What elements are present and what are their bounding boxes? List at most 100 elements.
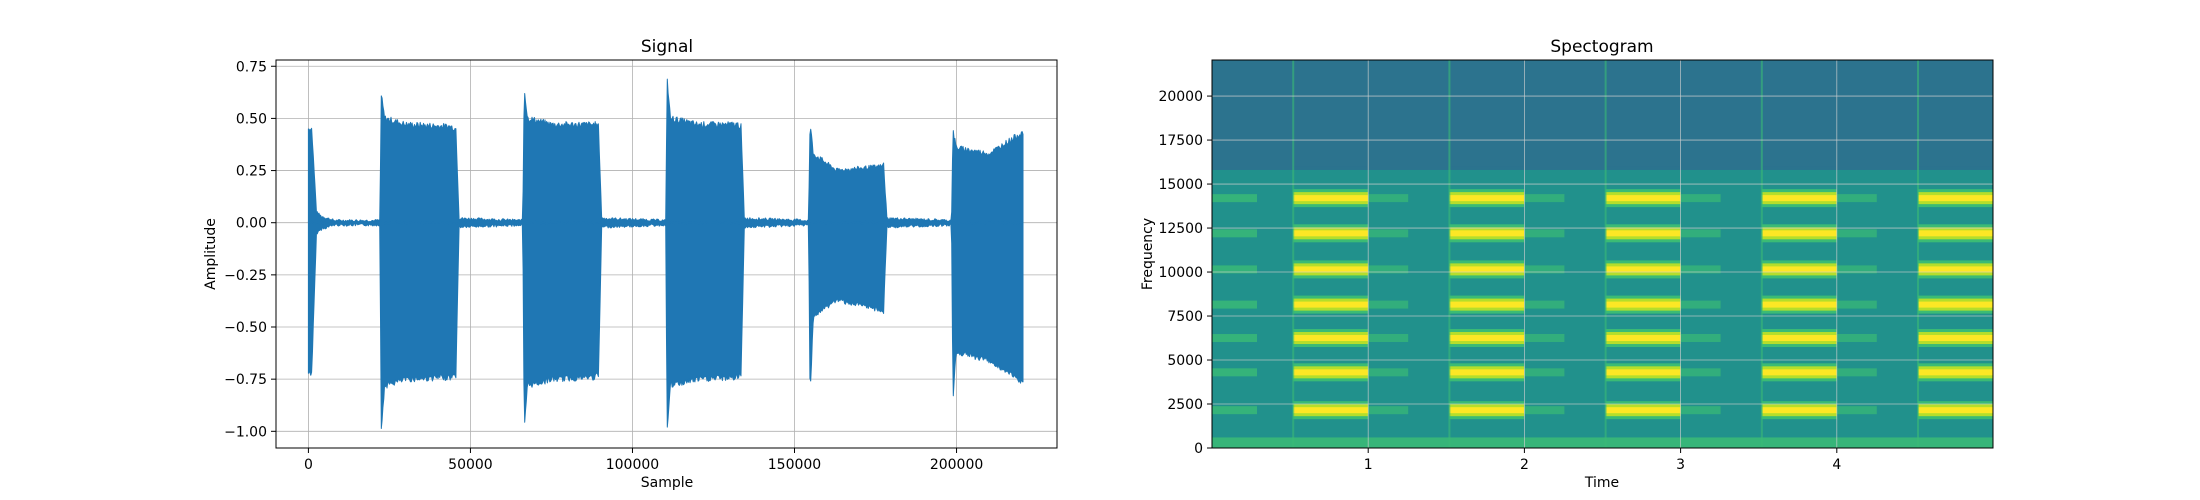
spectrogram-initial-harmonic bbox=[1212, 406, 1257, 415]
spectrogram-y-tick-label: 17500 bbox=[1158, 133, 1203, 149]
spectrogram-decay-tail bbox=[1524, 406, 1565, 415]
spectrogram-harmonic-peak bbox=[1293, 195, 1369, 202]
spectrogram-harmonic-peak bbox=[1605, 369, 1681, 376]
spectrogram-harmonic-peak bbox=[1449, 301, 1525, 308]
spectrogram-decay-tail bbox=[1836, 334, 1877, 343]
spectrogram-decay-tail bbox=[1680, 229, 1721, 238]
spectrogram-harmonic-peak bbox=[1293, 266, 1369, 273]
spectrogram-initial-harmonic bbox=[1212, 334, 1257, 343]
spectrogram-onset-line bbox=[1760, 60, 1763, 448]
spectrogram-harmonic-peak bbox=[1761, 230, 1837, 237]
signal-y-tick-label: −0.75 bbox=[224, 372, 267, 388]
spectrogram-decay-tail bbox=[1524, 265, 1565, 274]
spectrogram-decay-tail bbox=[1680, 406, 1721, 415]
spectrogram-decay-tail bbox=[1368, 194, 1409, 203]
spectrogram-harmonic-peak bbox=[1449, 195, 1525, 202]
spectrogram-initial-harmonic bbox=[1212, 368, 1257, 377]
signal-x-tick-label: 50000 bbox=[448, 457, 493, 473]
spectrogram-harmonic-peak bbox=[1605, 301, 1681, 308]
spectrogram-chart: Spectogram 1 2 3 4 0 2500 5000 7500 10000 12500 1… bbox=[1140, 37, 1994, 491]
spectrogram-x-tick-label: 4 bbox=[1832, 457, 1841, 473]
spectrogram-harmonic-peak bbox=[1293, 230, 1369, 237]
spectrogram-initial-harmonic bbox=[1212, 194, 1257, 203]
spectrogram-harmonic-peak bbox=[1918, 195, 1993, 202]
spectrogram-harmonic-peak bbox=[1918, 335, 1993, 342]
spectrogram-harmonic-peak bbox=[1449, 369, 1525, 376]
spectrogram-decay-tail bbox=[1836, 368, 1877, 377]
spectrogram-y-tick-label: 5000 bbox=[1167, 353, 1203, 369]
spectrogram-harmonic-peak bbox=[1449, 230, 1525, 237]
spectrogram-x-tick-label: 3 bbox=[1676, 457, 1685, 473]
spectrogram-decay-tail bbox=[1680, 300, 1721, 309]
signal-y-tick-label: −1.00 bbox=[224, 424, 267, 440]
spectrogram-onset-line bbox=[1448, 60, 1451, 448]
spectrogram-initial-harmonic bbox=[1212, 229, 1257, 238]
spectrogram-decay-tail bbox=[1680, 334, 1721, 343]
signal-ylabel: Amplitude bbox=[203, 218, 219, 290]
signal-chart: Signal 0 50000 100000 150000 200000 −1.00 −0.… bbox=[203, 37, 1058, 491]
signal-y-tick-label: 0.00 bbox=[236, 216, 267, 232]
spectrogram-decay-tail bbox=[1524, 334, 1565, 343]
signal-x-ticks: 0 50000 100000 150000 200000 bbox=[304, 448, 983, 473]
spectrogram-harmonic-peak bbox=[1293, 301, 1369, 308]
spectrogram-harmonic-peak bbox=[1918, 266, 1993, 273]
spectrogram-harmonic-peak bbox=[1761, 301, 1837, 308]
spectrogram-x-ticks: 1 2 3 4 bbox=[1364, 448, 1841, 473]
spectrogram-grid bbox=[1212, 60, 1993, 449]
spectrogram-axes-frame bbox=[1211, 59, 1994, 449]
signal-x-tick-label: 0 bbox=[304, 457, 313, 473]
signal-waveform bbox=[307, 78, 1024, 429]
spectrogram-harmonic-peak bbox=[1605, 335, 1681, 342]
signal-y-tick-label: 0.75 bbox=[236, 59, 267, 75]
spectrogram-decay-tail bbox=[1368, 300, 1409, 309]
spectrogram-y-tick-label: 20000 bbox=[1158, 89, 1203, 105]
spectrogram-y-tick-label: 15000 bbox=[1158, 177, 1203, 193]
signal-title: Signal bbox=[641, 37, 693, 57]
signal-y-ticks: −1.00 −0.75 −0.50 −0.25 0.00 0.25 0.50 0.75 bbox=[224, 59, 276, 440]
spectrogram-harmonic-peak bbox=[1605, 230, 1681, 237]
spectrogram-harmonic-peak bbox=[1761, 407, 1837, 414]
signal-xlabel: Sample bbox=[641, 475, 694, 491]
spectrogram-onset-line bbox=[1604, 60, 1607, 448]
spectrogram-harmonic-peak bbox=[1761, 369, 1837, 376]
signal-x-tick-label: 150000 bbox=[768, 457, 821, 473]
spectrogram-decay-tail bbox=[1836, 194, 1877, 203]
signal-x-tick-label: 100000 bbox=[606, 457, 659, 473]
spectrogram-decay-tail bbox=[1368, 265, 1409, 274]
spectrogram-harmonic-peak bbox=[1605, 195, 1681, 202]
spectrogram-harmonic-peak bbox=[1761, 195, 1837, 202]
signal-x-tick-label: 200000 bbox=[930, 457, 983, 473]
spectrogram-ylabel: Frequency bbox=[1140, 218, 1156, 290]
spectrogram-onset-line bbox=[1292, 60, 1295, 448]
spectrogram-decay-tail bbox=[1524, 368, 1565, 377]
spectrogram-decay-tail bbox=[1836, 229, 1877, 238]
spectrogram-heatmap bbox=[1212, 60, 1993, 448]
spectrogram-decay-tail bbox=[1680, 194, 1721, 203]
spectrogram-decay-tail bbox=[1524, 300, 1565, 309]
spectrogram-decay-tail bbox=[1368, 334, 1409, 343]
signal-y-tick-label: 0.25 bbox=[236, 164, 267, 180]
spectrogram-harmonic-peak bbox=[1761, 266, 1837, 273]
spectrogram-y-tick-label: 10000 bbox=[1158, 265, 1203, 281]
signal-y-tick-label: −0.50 bbox=[224, 320, 267, 336]
spectrogram-decay-tail bbox=[1836, 265, 1877, 274]
spectrogram-harmonic-peak bbox=[1918, 230, 1993, 237]
spectrogram-decay-tail bbox=[1680, 265, 1721, 274]
spectrogram-onset-line bbox=[1917, 60, 1920, 448]
spectrogram-harmonic-peak bbox=[1449, 407, 1525, 414]
spectrogram-harmonic-peak bbox=[1293, 335, 1369, 342]
spectrogram-xlabel: Time bbox=[1584, 475, 1619, 491]
spectrogram-harmonic-peak bbox=[1605, 266, 1681, 273]
spectrogram-decay-tail bbox=[1368, 406, 1409, 415]
spectrogram-decay-tail bbox=[1368, 368, 1409, 377]
signal-waveform-envelope bbox=[307, 78, 1024, 429]
spectrogram-harmonic-peak bbox=[1449, 335, 1525, 342]
spectrogram-harmonic-peak bbox=[1918, 369, 1993, 376]
signal-y-tick-label: 0.50 bbox=[236, 111, 267, 127]
signal-axes-frame bbox=[275, 59, 1058, 449]
spectrogram-harmonic-peak bbox=[1761, 335, 1837, 342]
spectrogram-harmonic-peak bbox=[1293, 407, 1369, 414]
spectrogram-harmonic-peak bbox=[1918, 301, 1993, 308]
spectrogram-decay-tail bbox=[1836, 300, 1877, 309]
